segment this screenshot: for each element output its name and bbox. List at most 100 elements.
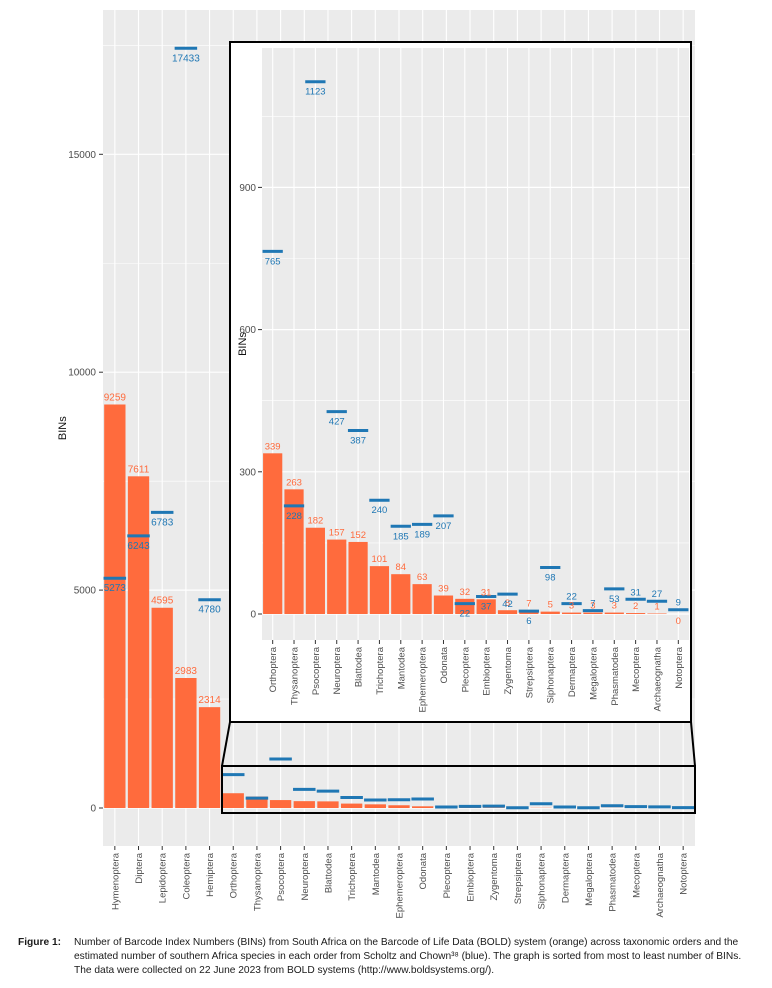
- inset-bar-value-label: 1: [654, 602, 659, 613]
- inset-x-tick-label: Embioptera: [482, 646, 493, 695]
- inset-bar-value-label: 32: [460, 587, 471, 598]
- inset-panel-background: [262, 48, 689, 640]
- main-species-value-label: 6783: [151, 517, 174, 528]
- main-y-tick-label: 0: [90, 804, 96, 815]
- main-bar: [198, 707, 221, 808]
- main-x-tick-label: Notoptera: [679, 852, 690, 894]
- inset-species-value-label: 240: [371, 505, 387, 516]
- main-species-value-label: 5273: [104, 583, 127, 594]
- inset-bar: [391, 574, 411, 614]
- main-x-tick-label: Psocoptera: [276, 852, 287, 901]
- zoom-connector-right: [690, 721, 696, 767]
- inset-x-tick-label: Odonata: [439, 646, 450, 683]
- inset-bar-value-label: 5: [548, 600, 553, 611]
- main-bar: [127, 476, 150, 808]
- main-bar-value-label: 2314: [198, 695, 221, 706]
- inset-bar: [412, 584, 432, 614]
- inset-x-tick-label: Neuroptera: [332, 646, 343, 694]
- main-bar: [104, 404, 126, 808]
- inset-x-tick-label: Dermaptera: [567, 646, 578, 697]
- inset-species-value-label: 387: [350, 436, 366, 447]
- caption-text: Number of Barcode Index Numbers (BINs) f…: [74, 937, 742, 976]
- inset-bar: [583, 612, 603, 614]
- main-x-tick-label: Blattodea: [323, 852, 334, 893]
- inset-species-value-label: 765: [265, 256, 281, 267]
- inset-bar: [284, 489, 304, 614]
- inset-bar: [604, 612, 624, 614]
- main-x-tick-label: Neuroptera: [300, 852, 311, 900]
- inset-bar-value-label: 101: [371, 554, 387, 565]
- main-species-value-label: 4780: [198, 605, 221, 616]
- main-x-tick-label: Embioptera: [466, 852, 477, 901]
- inset-species-value-label: 22: [460, 609, 471, 620]
- main-x-tick-label: Coleoptera: [181, 852, 192, 899]
- main-y-tick-label: 5000: [74, 586, 97, 597]
- inset-bar-value-label: 63: [417, 572, 428, 583]
- inset-bar-value-label: 2: [633, 601, 638, 612]
- inset-bar: [369, 566, 390, 614]
- inset-species-value-label: 22: [566, 592, 577, 603]
- bins-chart-figure: 0500010000150009259761145952983231452736…: [57, 10, 696, 918]
- inset-bar: [348, 541, 368, 614]
- main-bar: [364, 804, 386, 808]
- inset-x-tick-label: Blattodea: [354, 646, 365, 687]
- inset-species-value-label: 9: [676, 598, 681, 609]
- main-y-tick-label: 10000: [68, 368, 96, 379]
- main-x-tick-label: Siphonaptera: [537, 852, 548, 909]
- inset-bar-value-label: 8: [505, 598, 510, 609]
- main-x-tick-label: Thysanoptera: [252, 852, 263, 911]
- main-bar: [269, 800, 292, 808]
- inset-y-axis-title: BINs: [237, 332, 249, 356]
- inset-species-value-label: 189: [414, 529, 430, 540]
- main-x-tick-label: Hymenoptera: [110, 852, 121, 910]
- inset-x-tick-label: Mantodea: [396, 646, 407, 689]
- inset-x-tick-label: Notoptera: [674, 646, 685, 688]
- inset-x-tick-label: Thysanoptera: [290, 646, 301, 705]
- inset-species-value-label: 427: [329, 417, 345, 428]
- inset-bar: [305, 527, 325, 614]
- inset-species-value-label: 98: [545, 573, 556, 584]
- inset-x-tick-label: Megaloptera: [588, 646, 599, 700]
- inset-bar-value-label: 0: [676, 616, 681, 627]
- inset-bar: [327, 539, 347, 614]
- main-bar: [293, 801, 315, 808]
- inset-y-tick-label: 900: [239, 183, 256, 194]
- main-x-tick-label: Strepsiptera: [513, 852, 524, 904]
- caption-label: Figure 1:: [18, 937, 62, 948]
- main-x-tick-label: Mantodea: [371, 852, 382, 895]
- inset-bar-value-label: 31: [481, 587, 492, 598]
- inset-y-tick-label: 300: [239, 467, 256, 478]
- main-y-axis-title: BINs: [57, 416, 69, 440]
- inset-x-tick-label: Plecoptera: [460, 646, 471, 692]
- main-x-tick-label: Mecoptera: [631, 852, 642, 898]
- inset-x-tick-label: Phasmatodea: [610, 646, 621, 705]
- inset-bar-value-label: 3: [569, 601, 574, 612]
- inset-bar-value-label: 3: [590, 601, 595, 612]
- inset-bar: [433, 595, 454, 614]
- inset-bar-value-label: 182: [307, 516, 323, 527]
- main-bar-value-label: 4595: [151, 596, 174, 607]
- inset-bar: [497, 610, 518, 614]
- main-bar: [222, 793, 244, 808]
- main-species-value-label: 6243: [127, 541, 150, 552]
- inset-species-value-label: 31: [630, 587, 641, 598]
- inset-species-value-label: 207: [436, 521, 452, 532]
- main-bar: [151, 607, 173, 808]
- inset-bar: [263, 453, 283, 614]
- main-bar-value-label: 9259: [104, 392, 127, 403]
- inset-x-tick-label: Zygentoma: [503, 646, 514, 694]
- main-bar: [412, 806, 434, 808]
- main-bar: [246, 796, 268, 808]
- inset-species-value-label: 27: [652, 589, 663, 600]
- main-bar: [317, 801, 339, 808]
- main-x-tick-label: Ephemeroptera: [395, 852, 406, 918]
- inset-x-tick-label: Orthoptera: [268, 646, 279, 692]
- inset-bar: [561, 612, 582, 614]
- inset-x-tick-label: Strepsiptera: [524, 646, 535, 698]
- main-bar: [175, 678, 197, 808]
- inset-species-value-label: 185: [393, 531, 409, 542]
- inset-species-value-label: 42: [502, 599, 513, 610]
- inset-bar-value-label: 7: [526, 599, 531, 610]
- main-x-tick-label: Zygentoma: [489, 852, 500, 900]
